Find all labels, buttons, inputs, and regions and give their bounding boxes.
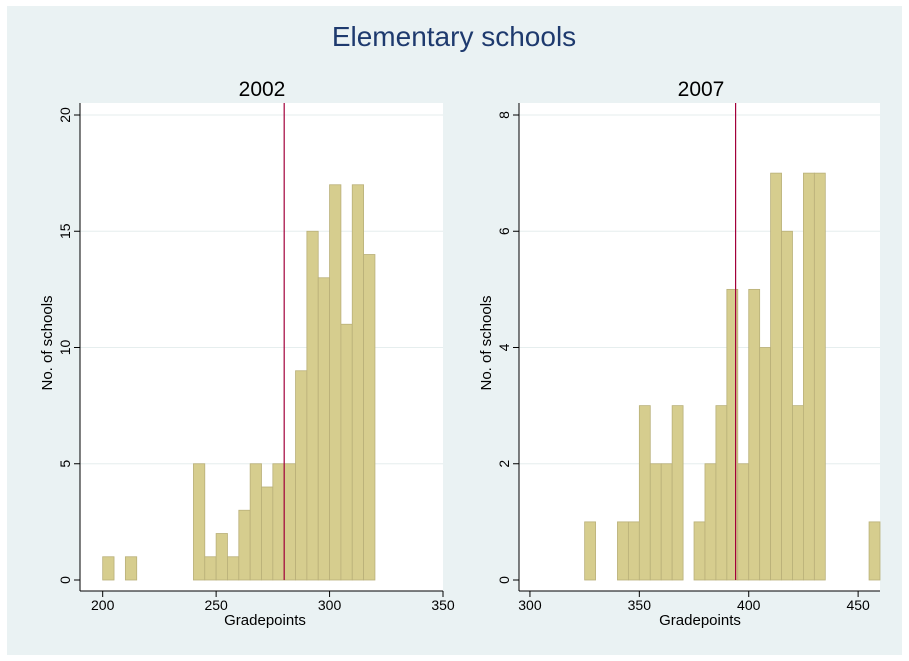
panel-2007: 2007 Gradepoints No. of schools 0 2 4 6 8 300… — [478, 78, 881, 629]
histogram-bar-2007 — [671, 405, 684, 581]
x-tick-label-2007: 350 — [628, 597, 652, 613]
chart-title: Elementary schools — [332, 21, 576, 52]
histogram-bar-2007 — [868, 521, 881, 581]
histogram-bar-2007 — [726, 288, 739, 581]
histogram-bar-2002 — [363, 254, 376, 581]
y-tick-label-2007: 2 — [496, 460, 512, 468]
histogram-bar-2007 — [617, 521, 629, 581]
x-axis-label-2002: Gradepoints — [224, 612, 306, 629]
x-tick-label-2002: 300 — [318, 597, 342, 613]
histogram-bar-2002 — [124, 556, 138, 581]
histogram-bar-2007 — [748, 288, 761, 581]
x-tick-label-2007: 300 — [518, 597, 542, 613]
histogram-bar-2002 — [329, 184, 342, 581]
histogram-bar-2007 — [660, 463, 673, 581]
x-tick-label-2002: 250 — [204, 597, 228, 613]
histogram-bar-2007 — [813, 172, 826, 581]
y-tick-label-2002: 20 — [57, 107, 73, 123]
histogram-bar-2002 — [295, 370, 308, 581]
histogram-bar-2002 — [102, 556, 115, 581]
y-tick-label-2002: 0 — [57, 576, 73, 584]
histogram-bar-2002 — [340, 323, 353, 581]
histogram-bar-2007 — [759, 347, 772, 581]
histogram-bar-2007 — [781, 230, 793, 581]
x-tick-label-2002: 350 — [431, 597, 455, 613]
y-tick-label-2002: 10 — [57, 340, 73, 356]
histogram-bar-2002 — [283, 463, 296, 581]
y-axis-label-2007: No. of schools — [478, 295, 495, 390]
histogram-bar-2002 — [249, 463, 262, 581]
histogram-bar-2007 — [693, 521, 706, 581]
x-tick-label-2007: 400 — [737, 597, 761, 613]
x-tick-label-2002: 200 — [91, 597, 115, 613]
panel-2002: 2002 Gradepoints No. of schools 0 5 10 15 20… — [39, 78, 455, 629]
histogram-bar-2002 — [193, 463, 206, 581]
histogram-bar-2002 — [317, 277, 330, 581]
y-tick-label-2002: 15 — [57, 223, 73, 239]
histogram-bar-2007 — [584, 521, 596, 581]
panel-subtitle-2002: 2002 — [239, 78, 286, 101]
histogram-bar-2007 — [704, 463, 717, 581]
histogram-bar-2002 — [238, 509, 251, 581]
x-tick-label-2007: 450 — [846, 597, 870, 613]
histogram-bar-2002 — [272, 463, 285, 581]
y-axis-label-2002: No. of schools — [39, 295, 56, 390]
histogram-bar-2002 — [351, 184, 364, 581]
histogram-bar-2002 — [215, 533, 228, 581]
y-tick-label-2007: 8 — [496, 111, 512, 119]
y-tick-label-2007: 0 — [496, 576, 512, 584]
histogram-bar-2007 — [792, 405, 804, 581]
histogram-bar-2002 — [204, 556, 217, 581]
histogram-bar-2007 — [737, 463, 750, 581]
x-axis-label-2007: Gradepoints — [659, 612, 741, 629]
histogram-bar-2007 — [627, 521, 640, 581]
histogram-bar-2007 — [770, 172, 782, 581]
histogram-bar-2002 — [261, 486, 274, 581]
panel-subtitle-2007: 2007 — [678, 78, 725, 101]
histogram-bar-2007 — [715, 405, 728, 581]
histogram-bar-2002 — [227, 556, 240, 581]
histogram-bar-2007 — [638, 405, 651, 581]
histogram-bar-2007 — [649, 463, 662, 581]
histogram-bar-2007 — [803, 172, 815, 581]
y-tick-label-2002: 5 — [57, 460, 73, 468]
y-tick-label-2007: 6 — [496, 227, 512, 235]
histogram-bar-2002 — [306, 230, 319, 581]
y-tick-label-2007: 4 — [496, 343, 512, 351]
